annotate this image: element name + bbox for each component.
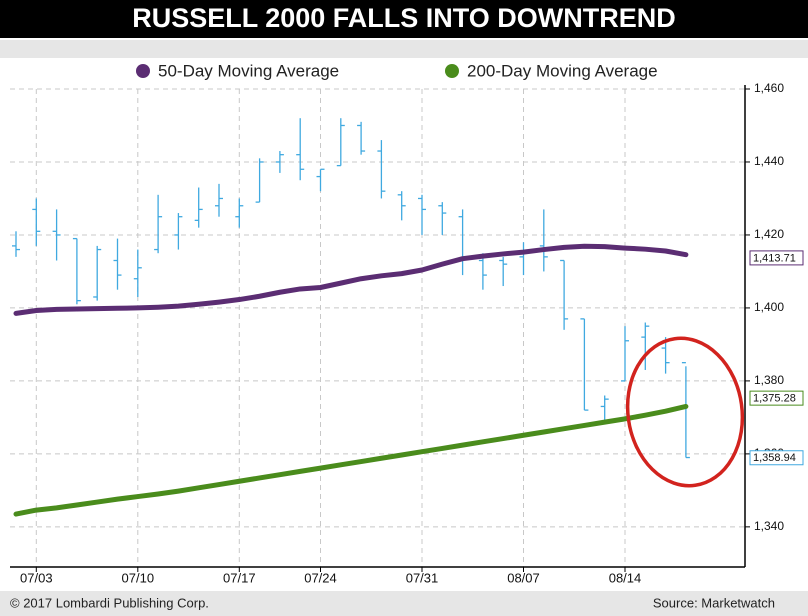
legend-label: 200-Day Moving Average [467, 61, 658, 80]
price-label-box [749, 250, 804, 266]
y-tick-label: 1,400 [754, 300, 784, 314]
x-tick-label: 07/17 [223, 570, 256, 585]
y-tick-label: 1,440 [754, 154, 784, 168]
y-tick-label: 1,340 [754, 519, 784, 533]
chart-title: RUSSELL 2000 FALLS INTO DOWNTREND [132, 3, 676, 33]
x-tick-label: 08/14 [609, 570, 642, 585]
price-label: 1,375.28 [753, 393, 796, 405]
footer-band [0, 591, 808, 616]
moving-average-line [13, 403, 689, 517]
x-tick-label: 07/31 [406, 570, 439, 585]
x-tick-label: 07/24 [304, 570, 337, 585]
plot: 1,3401,3601,3801,4001,4201,4401,46007/03… [10, 61, 804, 585]
footer-copyright: © 2017 Lombardi Publishing Corp. [10, 595, 209, 610]
x-tick-label: 08/07 [507, 570, 540, 585]
x-tick-label: 07/03 [20, 570, 53, 585]
legend-label: 50-Day Moving Average [158, 61, 339, 80]
price-label-box [749, 450, 804, 466]
price-label: 1,358.94 [753, 452, 796, 464]
price-label: 1,413.71 [753, 252, 796, 264]
y-tick-label: 1,380 [754, 373, 784, 387]
highlight-circle [625, 336, 745, 488]
legend-marker [445, 64, 459, 78]
header-band [0, 40, 808, 58]
y-tick-label: 1,460 [754, 81, 784, 95]
moving-average-line [13, 243, 689, 316]
y-tick-label: 1,420 [754, 227, 784, 241]
legend-marker [136, 64, 150, 78]
x-tick-label: 07/10 [122, 570, 155, 585]
price-label-box [749, 390, 804, 406]
footer-source: Source: Marketwatch [653, 595, 775, 610]
title-bar [0, 0, 808, 38]
